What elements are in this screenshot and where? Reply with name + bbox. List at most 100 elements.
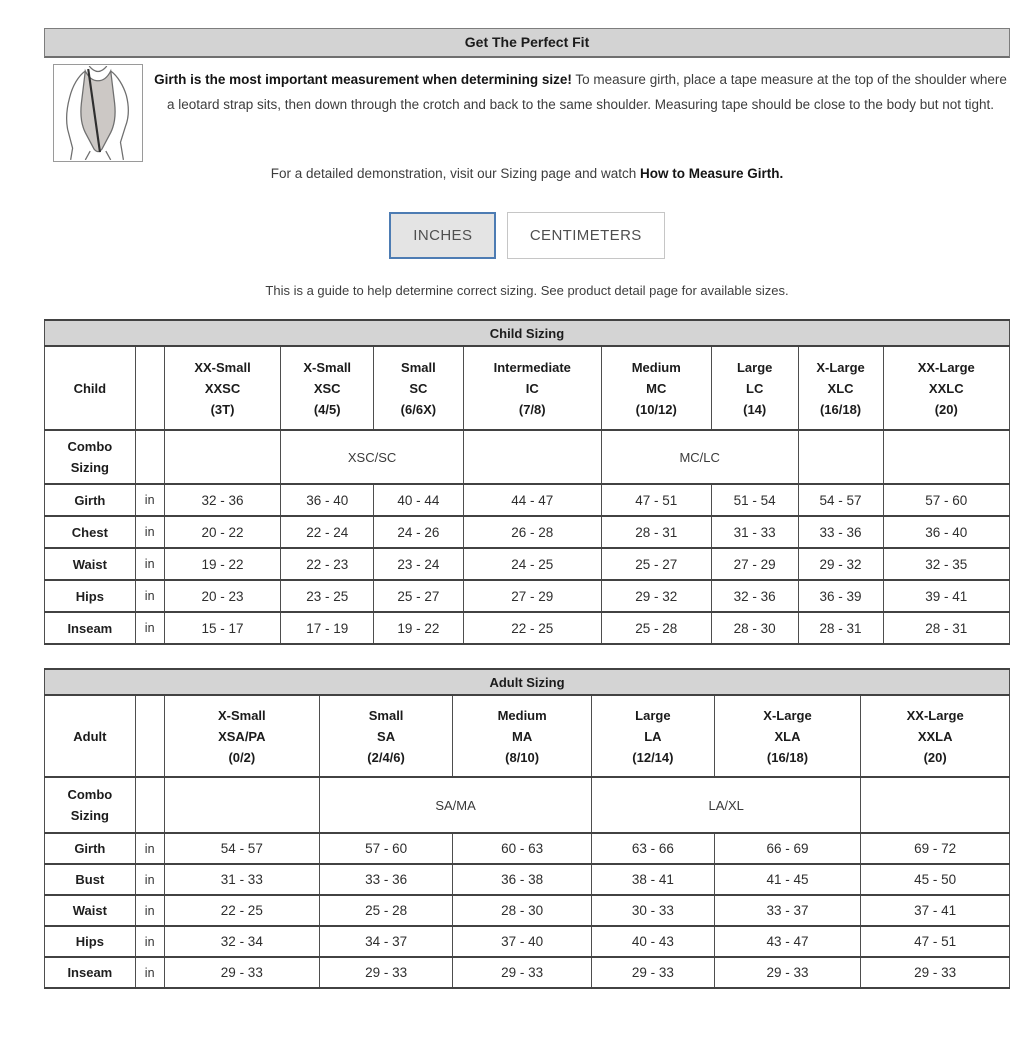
size-value-cell: 23 - 24	[373, 547, 464, 581]
size-value-cell: 25 - 28	[318, 894, 454, 927]
size-value-cell: 25 - 27	[600, 547, 712, 581]
size-value-cell: 33 - 36	[797, 515, 884, 549]
sizing-guide-note: This is a guide to help determine correc…	[265, 283, 789, 298]
leotard-girth-diagram-icon	[53, 64, 143, 162]
size-value-cell: 66 - 69	[713, 832, 862, 865]
size-value-cell: 36 - 40	[882, 515, 1010, 549]
combo-cell-empty	[797, 429, 884, 485]
col-header-cell: Large LA (12/14)	[591, 694, 715, 778]
size-value-cell: 57 - 60	[882, 483, 1010, 517]
size-value-cell: 32 - 35	[882, 547, 1010, 581]
size-value-cell: 47 - 51	[600, 483, 712, 517]
size-value-cell: 29 - 33	[452, 956, 593, 989]
size-value-cell: 20 - 23	[163, 579, 282, 613]
col-header-cell: Large LC (14)	[710, 345, 799, 431]
size-value-cell: 31 - 33	[163, 863, 321, 896]
inches-button[interactable]: INCHES	[389, 212, 497, 259]
row-label: Inseam	[44, 611, 136, 645]
size-value-cell: 37 - 41	[860, 894, 1010, 927]
size-value-cell: 44 - 47	[462, 483, 602, 517]
size-value-cell: 47 - 51	[860, 925, 1010, 958]
size-value-cell: 22 - 24	[280, 515, 375, 549]
size-value-cell: 28 - 31	[882, 611, 1010, 645]
col-header-cell: X-Large XLA (16/18)	[713, 694, 862, 778]
size-value-cell: 29 - 32	[797, 547, 884, 581]
adult-waist-row: Waist in 22 - 25 25 - 28 28 - 30 30 - 33…	[44, 894, 1010, 927]
col-header-cell: X-Small XSA/PA (0/2)	[163, 694, 321, 778]
size-value-cell: 28 - 31	[600, 515, 712, 549]
combo-cell-empty	[462, 429, 602, 485]
size-value-cell: 32 - 34	[163, 925, 321, 958]
size-value-cell: 25 - 28	[600, 611, 712, 645]
size-value-cell: 60 - 63	[452, 832, 593, 865]
size-value-cell: 51 - 54	[710, 483, 799, 517]
adult-column-header-row: Adult X-Small XSA/PA (0/2) Small SA (2/4…	[44, 694, 1010, 778]
combo-cell-empty	[163, 429, 282, 485]
unit-cell: in	[134, 956, 165, 989]
child-hips-row: Hips in 20 - 23 23 - 25 25 - 27 27 - 29 …	[44, 579, 1010, 613]
row-label-combo-sizing: Combo Sizing	[44, 776, 136, 834]
size-value-cell: 45 - 50	[860, 863, 1010, 896]
size-value-cell: 27 - 29	[710, 547, 799, 581]
row-label: Hips	[44, 925, 136, 958]
size-value-cell: 22 - 25	[462, 611, 602, 645]
size-value-cell: 19 - 22	[373, 611, 464, 645]
size-value-cell: 54 - 57	[163, 832, 321, 865]
size-value-cell: 38 - 41	[591, 863, 715, 896]
col-header-cell: Small SC (6/6X)	[373, 345, 464, 431]
row-label: Waist	[44, 894, 136, 927]
child-chest-row: Chest in 20 - 22 22 - 24 24 - 26 26 - 28…	[44, 515, 1010, 549]
row-label: Chest	[44, 515, 136, 549]
row-label: Waist	[44, 547, 136, 581]
size-value-cell: 19 - 22	[163, 547, 282, 581]
col-header-cell: Intermediate IC (7/8)	[462, 345, 602, 431]
adult-bust-row: Bust in 31 - 33 33 - 36 36 - 38 38 - 41 …	[44, 863, 1010, 896]
size-value-cell: 32 - 36	[163, 483, 282, 517]
size-value-cell: 29 - 33	[318, 956, 454, 989]
combo-cell-empty	[163, 776, 321, 834]
size-value-cell: 24 - 25	[462, 547, 602, 581]
child-waist-row: Waist in 19 - 22 22 - 23 23 - 24 24 - 25…	[44, 547, 1010, 581]
combo-cell: SA/MA	[318, 776, 593, 834]
unit-column-header	[134, 694, 165, 778]
adult-combo-sizing-row: Combo Sizing SA/MA LA/XL	[44, 776, 1010, 834]
girth-measurement-line	[87, 68, 102, 153]
size-value-cell: 36 - 40	[280, 483, 375, 517]
unit-cell: in	[134, 925, 165, 958]
row-label: Girth	[44, 483, 136, 517]
child-combo-sizing-row: Combo Sizing XSC/SC MC/LC	[44, 429, 1010, 485]
centimeters-button[interactable]: CENTIMETERS	[506, 212, 665, 259]
size-value-cell: 63 - 66	[591, 832, 715, 865]
combo-cell: MC/LC	[600, 429, 799, 485]
child-table-title: Child Sizing	[44, 319, 1010, 347]
size-value-cell: 29 - 33	[860, 956, 1010, 989]
child-column-header-row: Child XX-Small XXSC (3T) X-Small XSC (4/…	[44, 345, 1010, 431]
combo-cell-empty	[860, 776, 1010, 834]
adult-table-title: Adult Sizing	[44, 668, 1010, 696]
unit-toggle: INCHES CENTIMETERS	[44, 212, 1010, 259]
col-header-cell: XX-Large XXLA (20)	[860, 694, 1010, 778]
size-value-cell: 36 - 39	[797, 579, 884, 613]
unit-cell-empty	[134, 429, 165, 485]
girth-intro-bold: Girth is the most important measurement …	[154, 72, 572, 87]
row-label: Bust	[44, 863, 136, 896]
unit-cell: in	[134, 515, 165, 549]
size-value-cell: 15 - 17	[163, 611, 282, 645]
child-sizing-table: Child Sizing Child XX-Small XXSC (3T) X-…	[44, 319, 1010, 645]
size-value-cell: 23 - 25	[280, 579, 375, 613]
adult-sizing-table: Adult Sizing Adult X-Small XSA/PA (0/2) …	[44, 668, 1010, 989]
size-value-cell: 28 - 30	[452, 894, 593, 927]
page-title: Get The Perfect Fit	[44, 28, 1010, 58]
size-value-cell: 36 - 38	[452, 863, 593, 896]
size-value-cell: 69 - 72	[860, 832, 1010, 865]
size-value-cell: 22 - 25	[163, 894, 321, 927]
col-header-cell: XX-Large XXLC (20)	[882, 345, 1010, 431]
size-value-cell: 25 - 27	[373, 579, 464, 613]
size-value-cell: 33 - 37	[713, 894, 862, 927]
size-value-cell: 32 - 36	[710, 579, 799, 613]
row-label-combo-sizing: Combo Sizing	[44, 429, 136, 485]
child-girth-row: Girth in 32 - 36 36 - 40 40 - 44 44 - 47…	[44, 483, 1010, 517]
size-value-cell: 29 - 33	[591, 956, 715, 989]
girth-intro-rest: To measure girth, place a tape measure a…	[166, 72, 1007, 112]
size-value-cell: 20 - 22	[163, 515, 282, 549]
